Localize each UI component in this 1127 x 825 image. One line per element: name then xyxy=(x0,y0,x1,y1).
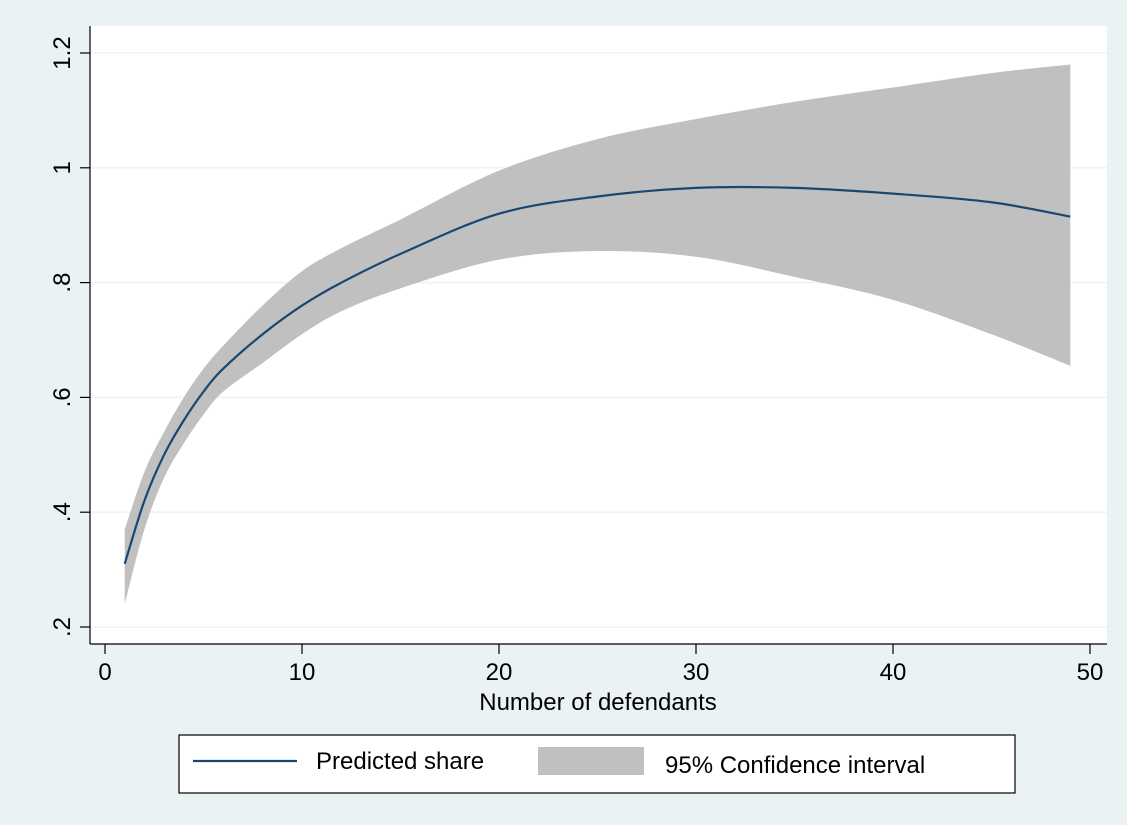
x-axis-ticks: 0 10 20 30 40 50 xyxy=(98,644,1103,686)
x-tick-label: 30 xyxy=(683,659,710,686)
prediction-line-layer xyxy=(123,185,1071,565)
confidence-band xyxy=(124,64,1071,605)
y-tick-label: .4 xyxy=(49,502,76,522)
predicted-share-line xyxy=(123,185,1071,565)
y-tick-label: .8 xyxy=(49,273,76,293)
legend-band-swatch xyxy=(538,747,644,775)
x-tick-label: 40 xyxy=(880,659,907,686)
x-tick-label: 20 xyxy=(486,659,513,686)
y-axis-ticks: .2 .4 .6 .8 1 1.2 xyxy=(49,36,90,637)
y-tick-label: .6 xyxy=(49,387,76,407)
x-tick-label: 50 xyxy=(1077,659,1104,686)
y-tick-label: 1 xyxy=(49,161,76,174)
legend: Predicted share 95% Confidence interval xyxy=(178,734,1016,794)
x-tick-label: 10 xyxy=(289,659,316,686)
x-axis-title: Number of defendants xyxy=(479,689,716,716)
confidence-band-layer xyxy=(124,64,1071,605)
x-tick-label: 0 xyxy=(98,659,111,686)
legend-label-predicted: Predicted share xyxy=(316,748,484,775)
y-tick-label: .2 xyxy=(49,617,76,637)
y-tick-label: 1.2 xyxy=(49,36,76,69)
gridlines xyxy=(90,52,1107,628)
legend-label-confidence: 95% Confidence interval xyxy=(665,752,925,779)
